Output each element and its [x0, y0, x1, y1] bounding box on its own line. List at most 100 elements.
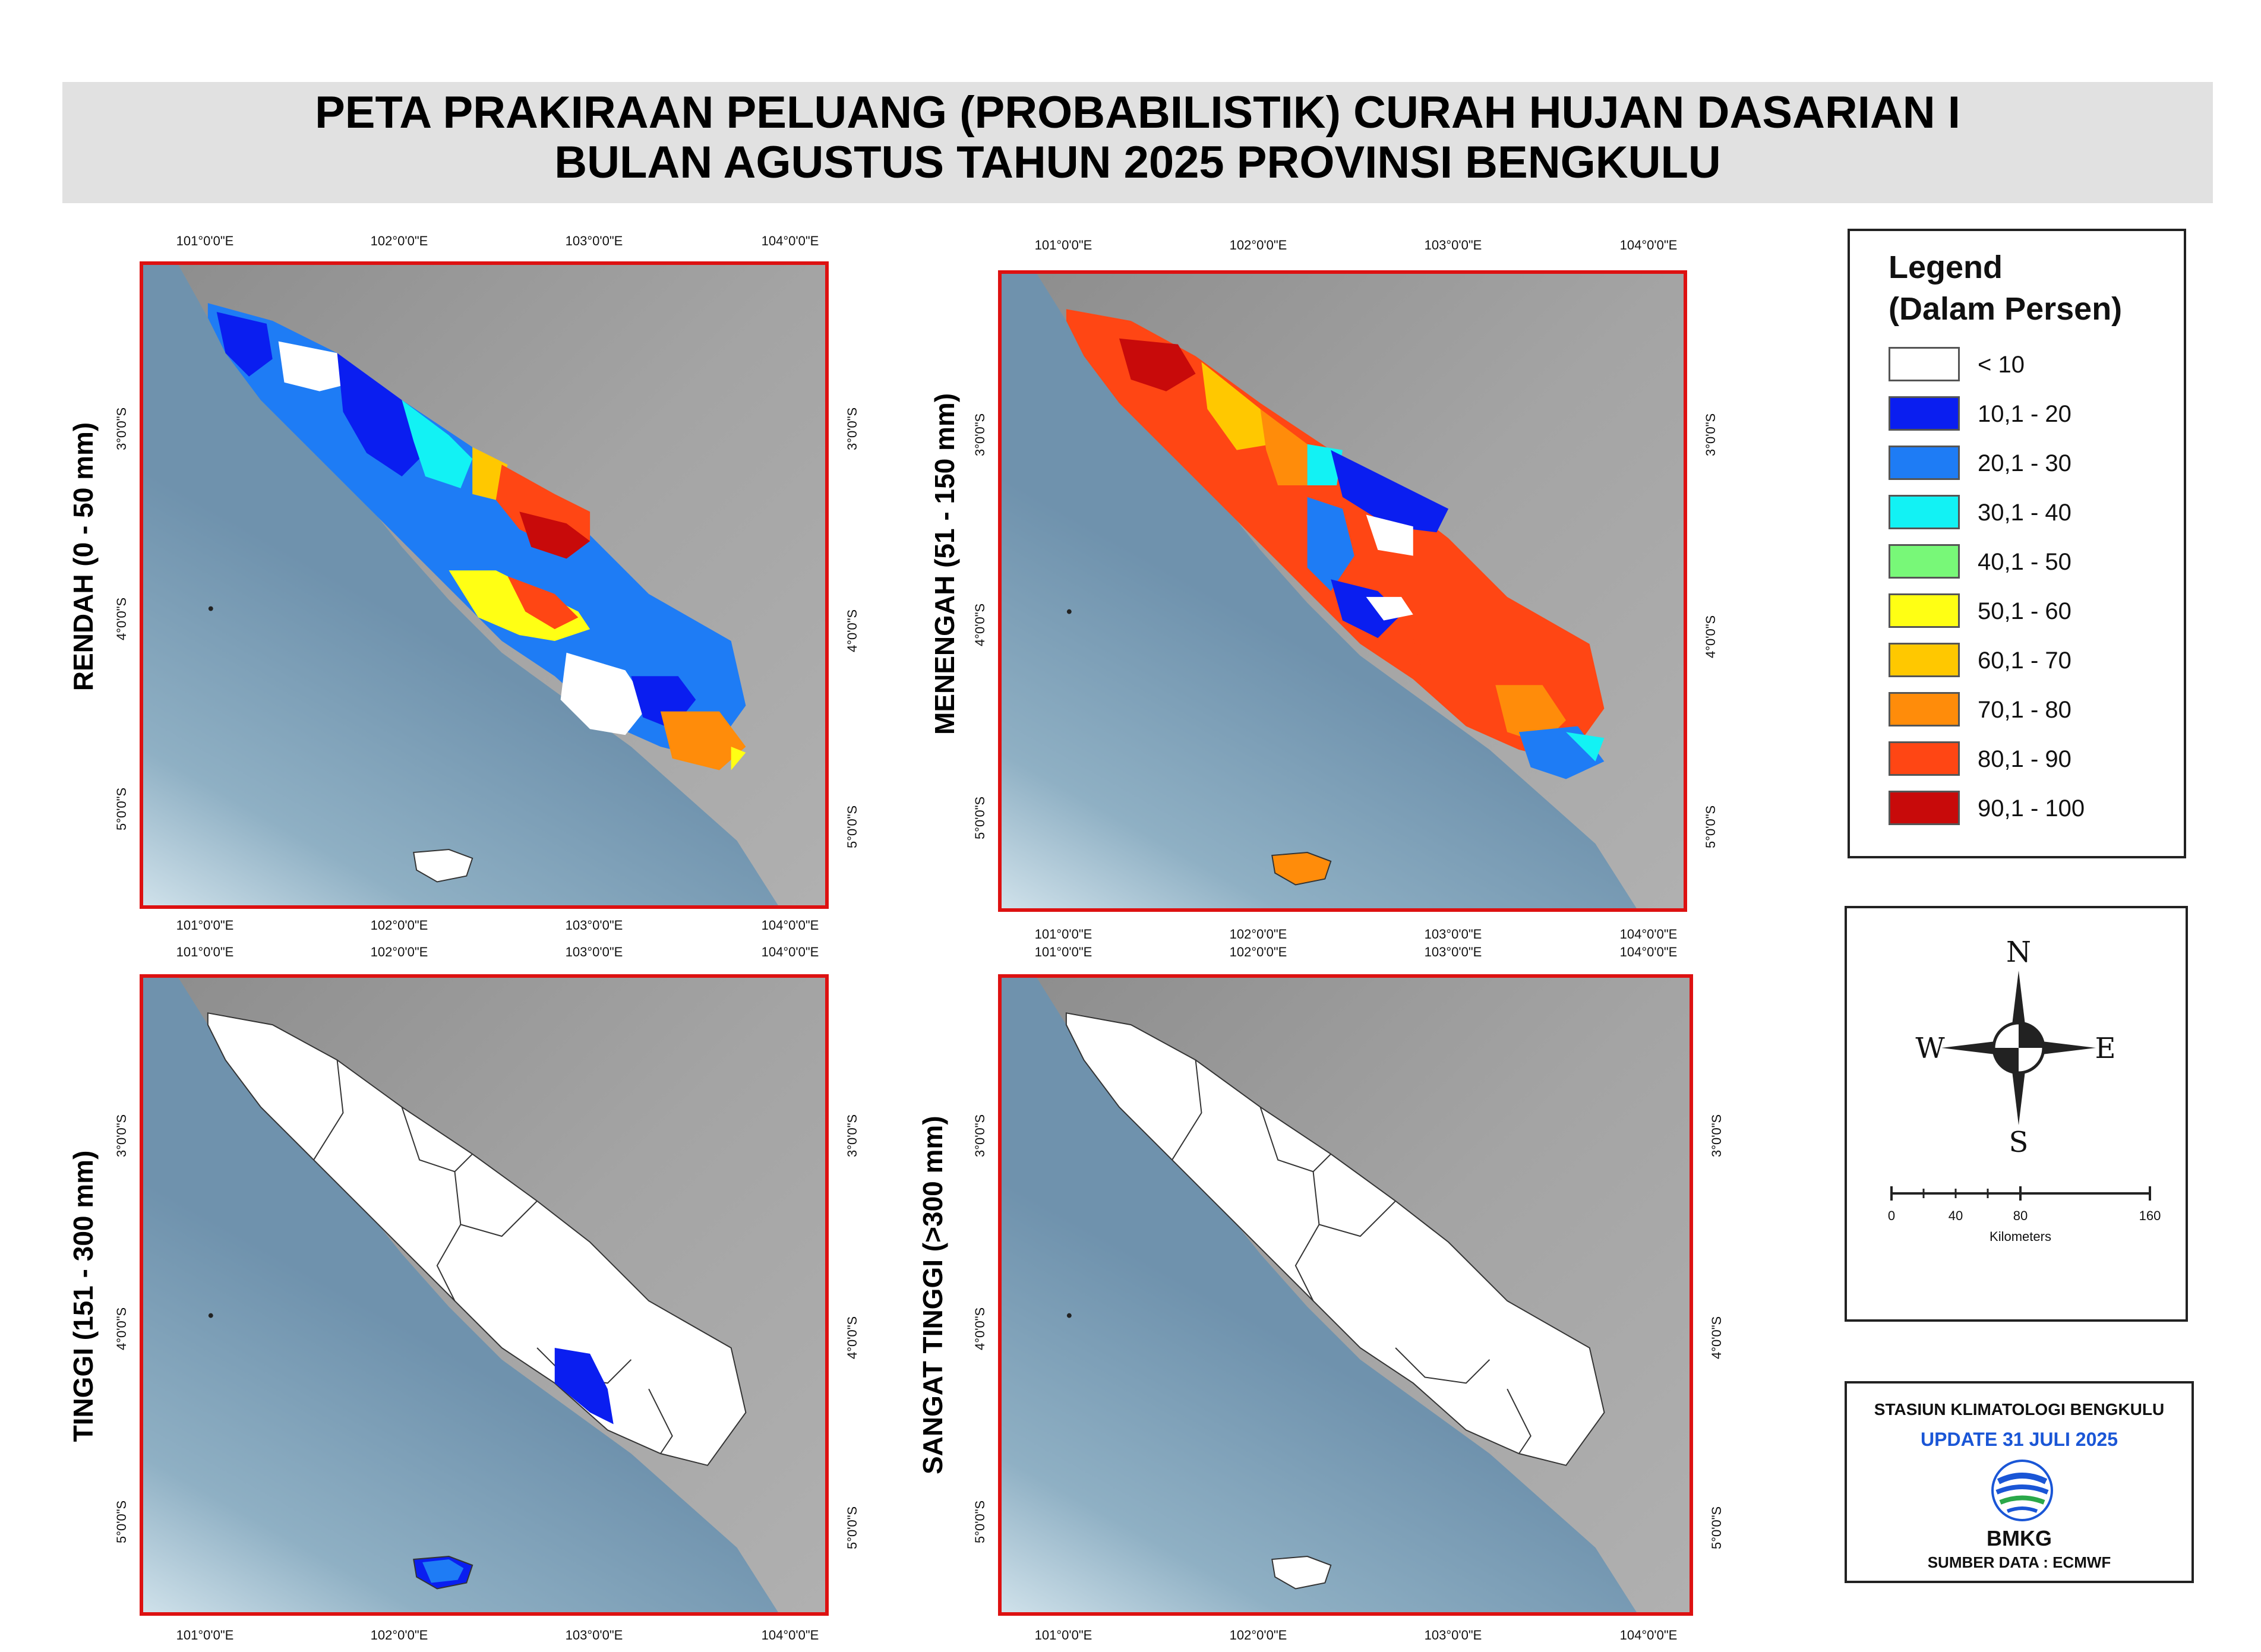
legend-swatch	[1889, 741, 1960, 776]
lat-tick: 3°0'0"S	[972, 1114, 987, 1157]
lon-tick: 101°0'0"E	[176, 945, 234, 959]
compass-e: E	[2095, 1032, 2115, 1065]
north-arrow-icon: N S E W 0 40 80 160 Kilometers	[1888, 936, 2161, 1244]
lon-tick: 101°0'0"E	[176, 233, 234, 248]
lat-tick: 4°0'0"S	[972, 1307, 987, 1350]
lon-tick: 102°0'0"E	[370, 918, 428, 933]
lon-tick: 102°0'0"E	[1229, 238, 1287, 252]
scale-tick: 0	[1888, 1208, 1895, 1223]
lon-tick: 101°0'0"E	[1034, 927, 1092, 942]
lat-tick: 4°0'0"S	[114, 597, 129, 640]
scale-tick: 160	[2139, 1208, 2161, 1223]
org-name: BMKG	[1987, 1526, 2052, 1550]
lon-tick: 104°0'0"E	[1619, 1628, 1678, 1642]
legend-subtitle: (Dalam Persen)	[1889, 291, 2123, 327]
legend-swatch	[1889, 791, 1960, 825]
lat-tick: 4°0'0"S	[845, 609, 860, 652]
lat-tick: 4°0'0"S	[1703, 615, 1718, 658]
lat-tick: 5°0'0"S	[845, 805, 860, 848]
lon-tick: 103°0'0"E	[1424, 1628, 1482, 1642]
lat-tick: 3°0'0"S	[1703, 413, 1718, 456]
lat-tick: 5°0'0"S	[845, 1506, 860, 1549]
bmkg-logo-icon	[1990, 1458, 2055, 1523]
compass-scale-box: N S E W 0 40 80 160 Kilometers	[1845, 906, 2188, 1322]
title-band: PETA PRAKIRAAN PELUANG (PROBABILISTIK) C…	[62, 82, 2213, 203]
lon-tick: 103°0'0"E	[565, 945, 623, 959]
lat-tick: 4°0'0"S	[972, 603, 987, 646]
legend-label: < 10	[1978, 352, 2025, 378]
legend-label: 60,1 - 70	[1978, 647, 2071, 674]
station-name: STASIUN KLIMATOLOGI BENGKULU	[1874, 1400, 2165, 1419]
legend-label: 50,1 - 60	[1978, 598, 2071, 624]
map-frame-tinggi[interactable]	[140, 974, 829, 1616]
panel-tinggi-label: TINGGI (151 - 300 mm)	[68, 1150, 99, 1442]
lat-tick: 3°0'0"S	[972, 413, 987, 456]
lon-tick: 103°0'0"E	[1424, 238, 1482, 252]
lon-tick: 104°0'0"E	[761, 1628, 819, 1642]
lat-tick: 4°0'0"S	[845, 1316, 860, 1359]
lat-tick: 5°0'0"S	[972, 1500, 987, 1543]
legend: Legend (Dalam Persen) < 10 10,1 - 20 20,1 …	[1848, 229, 2186, 858]
legend-label: 10,1 - 20	[1978, 401, 2071, 427]
lon-tick: 104°0'0"E	[761, 945, 819, 959]
lat-tick: 5°0'0"S	[114, 1500, 129, 1543]
panel-menengah-label: MENENGAH (51 - 150 mm)	[929, 393, 960, 735]
lon-tick: 102°0'0"E	[370, 1628, 428, 1642]
map-frame-menengah[interactable]	[998, 270, 1687, 912]
lon-tick: 103°0'0"E	[1424, 945, 1482, 959]
lon-tick: 101°0'0"E	[176, 918, 234, 933]
legend-swatch	[1889, 347, 1960, 381]
lon-tick: 103°0'0"E	[565, 918, 623, 933]
legend-swatch	[1889, 544, 1960, 579]
lon-tick: 101°0'0"E	[176, 1628, 234, 1642]
lat-tick: 4°0'0"S	[114, 1307, 129, 1350]
lat-tick: 3°0'0"S	[845, 407, 860, 450]
lat-tick: 3°0'0"S	[1709, 1114, 1724, 1157]
legend-swatch	[1889, 396, 1960, 431]
lon-tick: 104°0'0"E	[1619, 238, 1678, 252]
lon-tick: 103°0'0"E	[1424, 927, 1482, 942]
map-frame-sangat-tinggi[interactable]	[998, 974, 1693, 1616]
scale-bar: 0 40 80 160 Kilometers	[1888, 1186, 2161, 1244]
legend-swatch	[1889, 593, 1960, 628]
map-frame-rendah[interactable]	[140, 261, 829, 909]
lon-tick: 104°0'0"E	[761, 233, 819, 248]
lon-tick: 102°0'0"E	[1229, 1628, 1287, 1642]
legend-swatch	[1889, 643, 1960, 677]
legend-label: 70,1 - 80	[1978, 697, 2071, 723]
panel-rendah-label: RENDAH (0 - 50 mm)	[68, 422, 99, 691]
lat-tick: 3°0'0"S	[114, 1114, 129, 1157]
lon-tick: 103°0'0"E	[565, 1628, 623, 1642]
lon-tick: 102°0'0"E	[1229, 927, 1287, 942]
compass-n: N	[2006, 936, 2031, 969]
lon-tick: 101°0'0"E	[1034, 238, 1092, 252]
lat-tick: 3°0'0"S	[845, 1114, 860, 1157]
lat-tick: 5°0'0"S	[1703, 805, 1718, 848]
legend-label: 40,1 - 50	[1978, 549, 2071, 575]
scale-tick: 80	[2013, 1208, 2028, 1223]
scale-tick: 40	[1949, 1208, 1963, 1223]
legend-swatch	[1889, 495, 1960, 529]
data-source: SUMBER DATA : ECMWF	[1927, 1553, 2111, 1571]
compass-s: S	[2009, 1126, 2029, 1159]
lat-tick: 5°0'0"S	[114, 787, 129, 830]
legend-label: 30,1 - 40	[1978, 500, 2071, 526]
legend-swatch	[1889, 692, 1960, 726]
map-title-line-1: PETA PRAKIRAAN PELUANG (PROBABILISTIK) C…	[315, 87, 1960, 138]
lon-tick: 102°0'0"E	[1229, 945, 1287, 959]
lat-tick: 4°0'0"S	[1709, 1316, 1724, 1359]
lon-tick: 101°0'0"E	[1034, 1628, 1092, 1642]
lon-tick: 104°0'0"E	[1619, 945, 1678, 959]
lon-tick: 104°0'0"E	[1619, 927, 1678, 942]
legend-label: 20,1 - 30	[1978, 450, 2071, 476]
lon-tick: 104°0'0"E	[761, 918, 819, 933]
lat-tick: 5°0'0"S	[1709, 1506, 1724, 1549]
lon-tick: 102°0'0"E	[370, 233, 428, 248]
lon-tick: 101°0'0"E	[1034, 945, 1092, 959]
legend-label: 80,1 - 90	[1978, 746, 2071, 772]
lon-tick: 103°0'0"E	[565, 233, 623, 248]
legend-swatch	[1889, 446, 1960, 480]
lon-tick: 102°0'0"E	[370, 945, 428, 959]
panel-sangat-tinggi-label: SANGAT TINGGI (>300 mm)	[917, 1116, 948, 1474]
map-title-line-2: BULAN AGUSTUS TAHUN 2025 PROVINSI BENGKU…	[554, 137, 1721, 188]
